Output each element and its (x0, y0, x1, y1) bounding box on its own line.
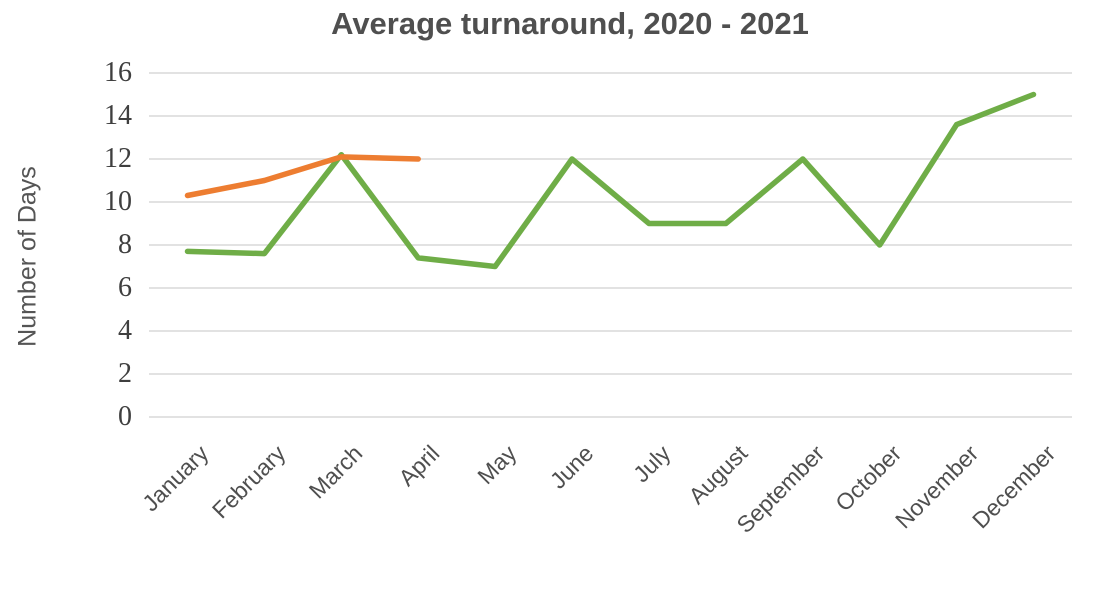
y-tick-label: 10 (104, 186, 132, 217)
y-tick-label: 16 (104, 57, 132, 88)
y-tick-label: 12 (104, 143, 132, 174)
y-tick-label: 6 (118, 272, 132, 303)
y-tick-label: 8 (118, 229, 132, 260)
chart-title: Average turnaround, 2020 - 2021 (331, 6, 809, 41)
series-orange-line (184, 154, 421, 199)
y-tick-label: 4 (118, 315, 132, 346)
series-green-line (184, 91, 1037, 270)
y-tick-label: 2 (118, 358, 132, 389)
y-tick-label: 14 (104, 100, 132, 131)
y-tick-label: 0 (118, 401, 132, 432)
